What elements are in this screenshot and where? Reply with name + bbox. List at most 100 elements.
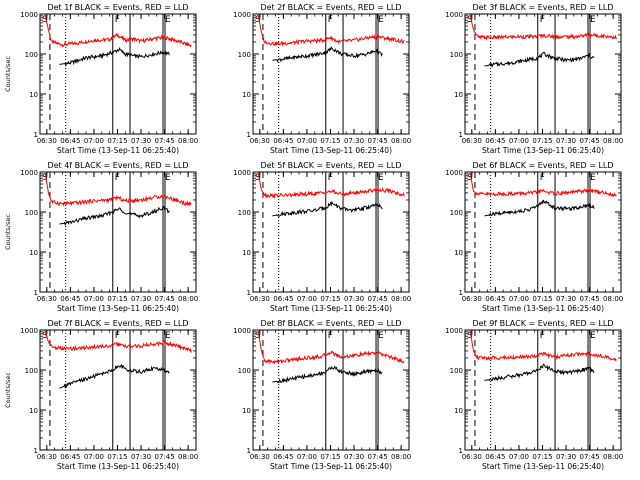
x-tick-label: 06:45 xyxy=(273,137,293,145)
chart-title: Det 8f BLACK = Events, RED = LLD xyxy=(260,319,401,328)
marker-label: F xyxy=(328,173,333,183)
x-tick-label: 06:45 xyxy=(60,453,80,461)
marker-label: S xyxy=(42,15,48,25)
x-tick-label: 07:45 xyxy=(154,137,174,145)
x-tick-label: 08:00 xyxy=(603,295,623,303)
y-tick-label: 10 xyxy=(454,407,463,415)
marker-label: F xyxy=(328,15,333,25)
x-tick-label: 06:45 xyxy=(485,295,505,303)
y-tick-label: 1 xyxy=(459,447,463,455)
x-tick-label: 07:15 xyxy=(320,453,340,461)
y-tick-label: 1 xyxy=(247,131,251,139)
x-tick-label: 07:30 xyxy=(344,453,364,461)
y-axis-label: Counts/sec xyxy=(4,372,12,408)
y-tick-label: 100 xyxy=(450,209,463,217)
y-axis-label: Counts/sec xyxy=(4,56,12,92)
series-lld-red xyxy=(469,330,617,362)
series-lld-red xyxy=(257,14,405,47)
x-tick-label: 07:30 xyxy=(556,137,576,145)
x-tick-label: 08:00 xyxy=(178,295,198,303)
x-axis-label: Start Time (13-Sep-11 06:25:40) xyxy=(270,462,392,471)
chart-title: Det 7f BLACK = Events, RED = LLD xyxy=(47,319,188,328)
marker-label: S xyxy=(467,173,473,183)
series-events-black xyxy=(272,365,383,384)
x-tick-label: 07:30 xyxy=(131,295,151,303)
chart-panel-3: Det 3f BLACK = Events, RED = LLD Start Ti… xyxy=(445,3,623,155)
series-events-black xyxy=(59,363,170,390)
x-tick-label: 08:00 xyxy=(391,137,411,145)
x-tick-label: 07:30 xyxy=(344,137,364,145)
y-tick-label: 1 xyxy=(247,447,251,455)
x-tick-label: 07:30 xyxy=(131,453,151,461)
x-tick-label: 07:15 xyxy=(320,137,340,145)
series-lld-red xyxy=(44,172,192,207)
chart-panel-2: Det 2f BLACK = Events, RED = LLD Start Ti… xyxy=(233,3,411,155)
x-tick-label: 07:00 xyxy=(509,295,529,303)
marker-label: E xyxy=(165,173,171,183)
marker-label: S xyxy=(467,331,473,341)
x-tick-label: 07:00 xyxy=(297,453,317,461)
chart-title: Det 1f BLACK = Events, RED = LLD xyxy=(47,3,188,12)
x-tick-label: 07:45 xyxy=(367,453,387,461)
y-tick-label: 1 xyxy=(459,131,463,139)
marker-label: E xyxy=(165,331,171,341)
x-tick-label: 07:00 xyxy=(297,295,317,303)
x-axis-label: Start Time (13-Sep-11 06:25:40) xyxy=(57,146,179,155)
series-events-black xyxy=(59,205,170,227)
y-tick-label: 1000 xyxy=(233,169,251,177)
y-tick-label: 100 xyxy=(238,209,251,217)
y-tick-label: 100 xyxy=(450,367,463,375)
y-tick-label: 1 xyxy=(34,131,38,139)
series-lld-red xyxy=(469,14,617,41)
y-tick-label: 1000 xyxy=(20,169,38,177)
x-tick-label: 07:15 xyxy=(320,295,340,303)
marker-label: F xyxy=(540,173,545,183)
x-tick-label: 07:45 xyxy=(579,295,599,303)
marker-label: S xyxy=(255,173,261,183)
y-tick-label: 10 xyxy=(454,91,463,99)
chart-title: Det 4f BLACK = Events, RED = LLD xyxy=(47,161,188,170)
y-tick-label: 10 xyxy=(242,249,251,257)
marker-label: S xyxy=(255,331,261,341)
y-tick-label: 1000 xyxy=(445,169,463,177)
marker-label: E xyxy=(378,173,384,183)
x-tick-label: 07:45 xyxy=(154,453,174,461)
x-axis-label: Start Time (13-Sep-11 06:25:40) xyxy=(57,462,179,471)
x-tick-label: 07:45 xyxy=(579,137,599,145)
plot-frame xyxy=(252,329,410,451)
marker-label: F xyxy=(115,15,120,25)
x-tick-label: 07:15 xyxy=(532,453,552,461)
y-tick-label: 1 xyxy=(34,447,38,455)
x-tick-label: 07:45 xyxy=(579,453,599,461)
x-tick-label: 07:45 xyxy=(367,295,387,303)
y-tick-label: 1000 xyxy=(445,11,463,19)
series-lld-red xyxy=(257,172,405,199)
plot-frame xyxy=(39,171,197,293)
y-tick-label: 100 xyxy=(25,367,38,375)
x-tick-label: 06:45 xyxy=(485,453,505,461)
x-axis-label: Start Time (13-Sep-11 06:25:40) xyxy=(270,304,392,313)
series-lld-red xyxy=(257,330,405,365)
x-tick-label: 07:00 xyxy=(84,137,104,145)
marker-label: S xyxy=(255,15,261,25)
plot-frame xyxy=(39,13,197,135)
marker-label: S xyxy=(42,331,48,341)
x-tick-label: 06:30 xyxy=(462,453,482,461)
x-axis-label: Start Time (13-Sep-11 06:25:40) xyxy=(57,304,179,313)
chart-title: Det 9f BLACK = Events, RED = LLD xyxy=(472,319,613,328)
x-tick-label: 08:00 xyxy=(603,453,623,461)
x-tick-label: 07:00 xyxy=(509,137,529,145)
y-tick-label: 1000 xyxy=(233,327,251,335)
x-tick-label: 06:45 xyxy=(60,295,80,303)
x-tick-label: 06:30 xyxy=(37,137,57,145)
x-tick-label: 06:30 xyxy=(462,137,482,145)
x-tick-label: 06:30 xyxy=(462,295,482,303)
chart-title: Det 2f BLACK = Events, RED = LLD xyxy=(260,3,401,12)
series-events-black xyxy=(484,199,595,217)
x-tick-label: 07:15 xyxy=(107,137,127,145)
chart-panel-4: Det 4f BLACK = Events, RED = LLD Start Ti… xyxy=(4,161,198,313)
plot-frame xyxy=(252,13,410,135)
y-tick-label: 1000 xyxy=(445,327,463,335)
x-tick-label: 07:00 xyxy=(84,453,104,461)
plot-frame xyxy=(39,329,197,451)
